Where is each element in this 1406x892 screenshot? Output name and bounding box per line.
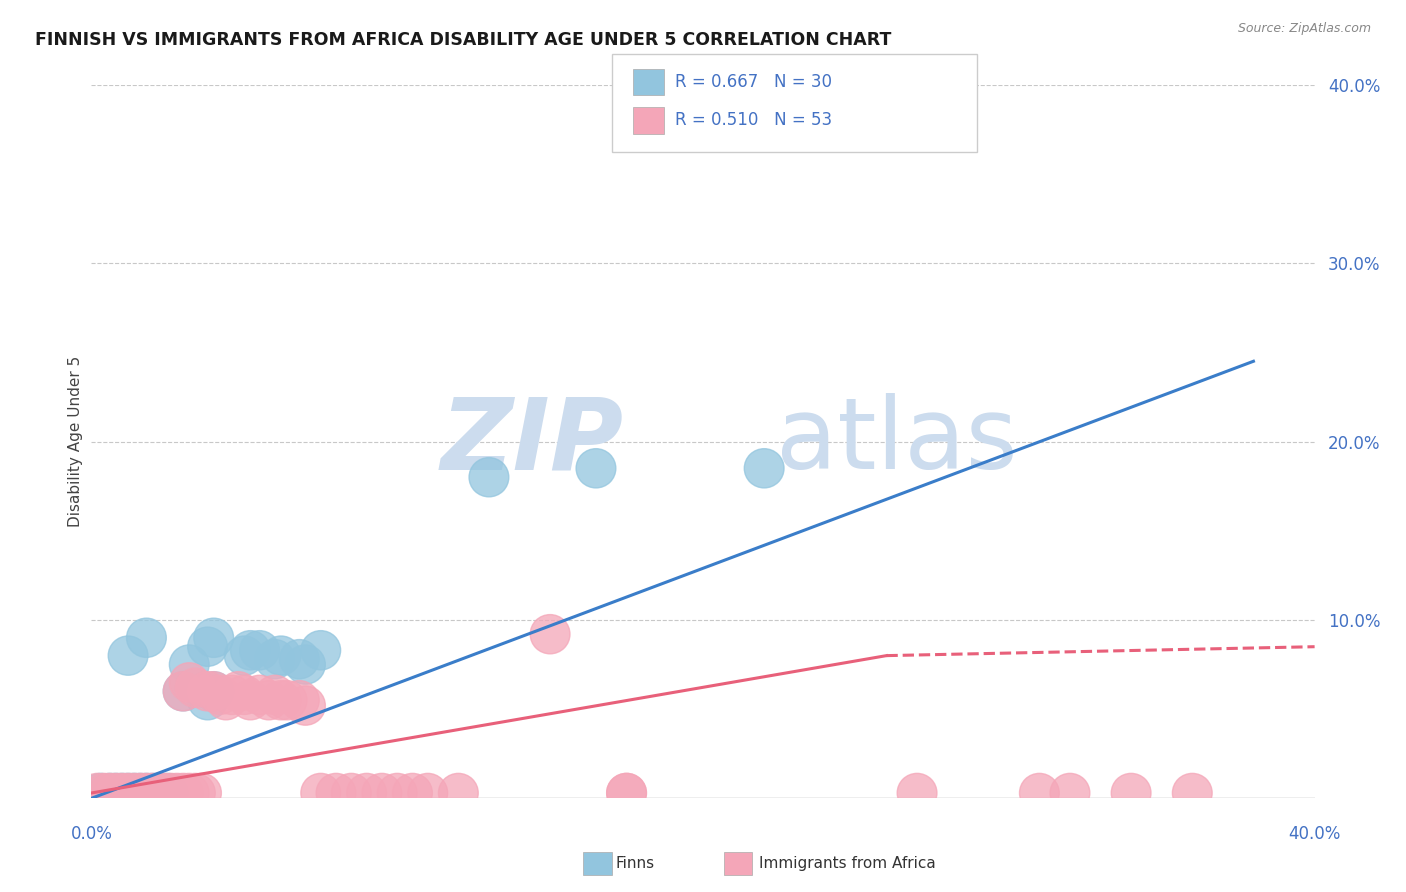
Ellipse shape xyxy=(262,636,301,675)
Ellipse shape xyxy=(163,773,202,813)
Ellipse shape xyxy=(254,640,295,679)
Ellipse shape xyxy=(218,672,259,711)
Ellipse shape xyxy=(121,773,160,813)
Ellipse shape xyxy=(188,672,228,711)
Text: Finns: Finns xyxy=(616,856,655,871)
Ellipse shape xyxy=(377,773,418,813)
Ellipse shape xyxy=(194,618,233,657)
Ellipse shape xyxy=(239,675,280,714)
Ellipse shape xyxy=(316,773,356,813)
Ellipse shape xyxy=(169,773,209,813)
Ellipse shape xyxy=(181,773,221,813)
Ellipse shape xyxy=(301,631,340,670)
Ellipse shape xyxy=(301,773,340,813)
Ellipse shape xyxy=(231,631,270,670)
Ellipse shape xyxy=(576,449,616,488)
Ellipse shape xyxy=(150,773,191,813)
Ellipse shape xyxy=(114,773,155,813)
Ellipse shape xyxy=(897,773,936,813)
Ellipse shape xyxy=(225,636,264,675)
Ellipse shape xyxy=(239,631,280,670)
Ellipse shape xyxy=(188,627,228,666)
Ellipse shape xyxy=(103,773,142,813)
Ellipse shape xyxy=(231,681,270,720)
Ellipse shape xyxy=(347,773,387,813)
Ellipse shape xyxy=(108,773,148,813)
Ellipse shape xyxy=(1019,773,1059,813)
Ellipse shape xyxy=(194,672,233,711)
Text: 40.0%: 40.0% xyxy=(1288,825,1341,843)
Ellipse shape xyxy=(332,773,371,813)
Text: R = 0.667   N = 30: R = 0.667 N = 30 xyxy=(675,73,832,91)
Ellipse shape xyxy=(744,449,785,488)
Text: 0.0%: 0.0% xyxy=(70,825,112,843)
Ellipse shape xyxy=(103,773,142,813)
Ellipse shape xyxy=(169,645,209,684)
Ellipse shape xyxy=(408,773,447,813)
Ellipse shape xyxy=(606,773,647,813)
Ellipse shape xyxy=(148,773,188,813)
Ellipse shape xyxy=(188,681,228,720)
Ellipse shape xyxy=(96,773,136,813)
Ellipse shape xyxy=(249,681,288,720)
Text: R = 0.510   N = 53: R = 0.510 N = 53 xyxy=(675,112,832,129)
Ellipse shape xyxy=(1050,773,1090,813)
Ellipse shape xyxy=(392,773,433,813)
Ellipse shape xyxy=(285,686,325,725)
Text: Immigrants from Africa: Immigrants from Africa xyxy=(759,856,936,871)
Ellipse shape xyxy=(262,681,301,720)
Ellipse shape xyxy=(169,663,209,702)
Text: atlas: atlas xyxy=(776,393,1018,490)
Ellipse shape xyxy=(530,615,569,654)
Ellipse shape xyxy=(280,640,319,679)
Ellipse shape xyxy=(176,773,215,813)
Ellipse shape xyxy=(176,668,215,707)
Ellipse shape xyxy=(139,773,179,813)
Ellipse shape xyxy=(96,773,136,813)
Ellipse shape xyxy=(90,773,129,813)
Ellipse shape xyxy=(285,645,325,684)
Ellipse shape xyxy=(361,773,402,813)
Text: ZIP: ZIP xyxy=(440,393,623,490)
Ellipse shape xyxy=(77,773,117,813)
Ellipse shape xyxy=(157,773,197,813)
Ellipse shape xyxy=(127,773,166,813)
Ellipse shape xyxy=(145,773,184,813)
Ellipse shape xyxy=(90,773,129,813)
Text: FINNISH VS IMMIGRANTS FROM AFRICA DISABILITY AGE UNDER 5 CORRELATION CHART: FINNISH VS IMMIGRANTS FROM AFRICA DISABI… xyxy=(35,31,891,49)
Ellipse shape xyxy=(1173,773,1212,813)
Ellipse shape xyxy=(163,672,202,711)
Ellipse shape xyxy=(194,672,233,711)
Ellipse shape xyxy=(207,681,246,720)
Ellipse shape xyxy=(80,773,121,813)
Ellipse shape xyxy=(1111,773,1152,813)
Ellipse shape xyxy=(121,773,160,813)
Ellipse shape xyxy=(606,773,647,813)
Ellipse shape xyxy=(254,675,295,714)
Ellipse shape xyxy=(212,675,252,714)
Y-axis label: Disability Age Under 5: Disability Age Under 5 xyxy=(67,356,83,527)
Ellipse shape xyxy=(439,773,478,813)
Ellipse shape xyxy=(127,773,166,813)
Ellipse shape xyxy=(163,672,202,711)
Ellipse shape xyxy=(225,675,264,714)
Ellipse shape xyxy=(132,773,173,813)
Ellipse shape xyxy=(470,458,509,497)
Ellipse shape xyxy=(108,773,148,813)
Ellipse shape xyxy=(127,618,166,657)
Ellipse shape xyxy=(108,636,148,675)
Ellipse shape xyxy=(200,675,239,714)
Ellipse shape xyxy=(139,773,179,813)
Ellipse shape xyxy=(132,773,173,813)
Ellipse shape xyxy=(280,681,319,720)
Ellipse shape xyxy=(84,773,124,813)
Text: Source: ZipAtlas.com: Source: ZipAtlas.com xyxy=(1237,22,1371,36)
Ellipse shape xyxy=(114,773,155,813)
Ellipse shape xyxy=(267,681,307,720)
